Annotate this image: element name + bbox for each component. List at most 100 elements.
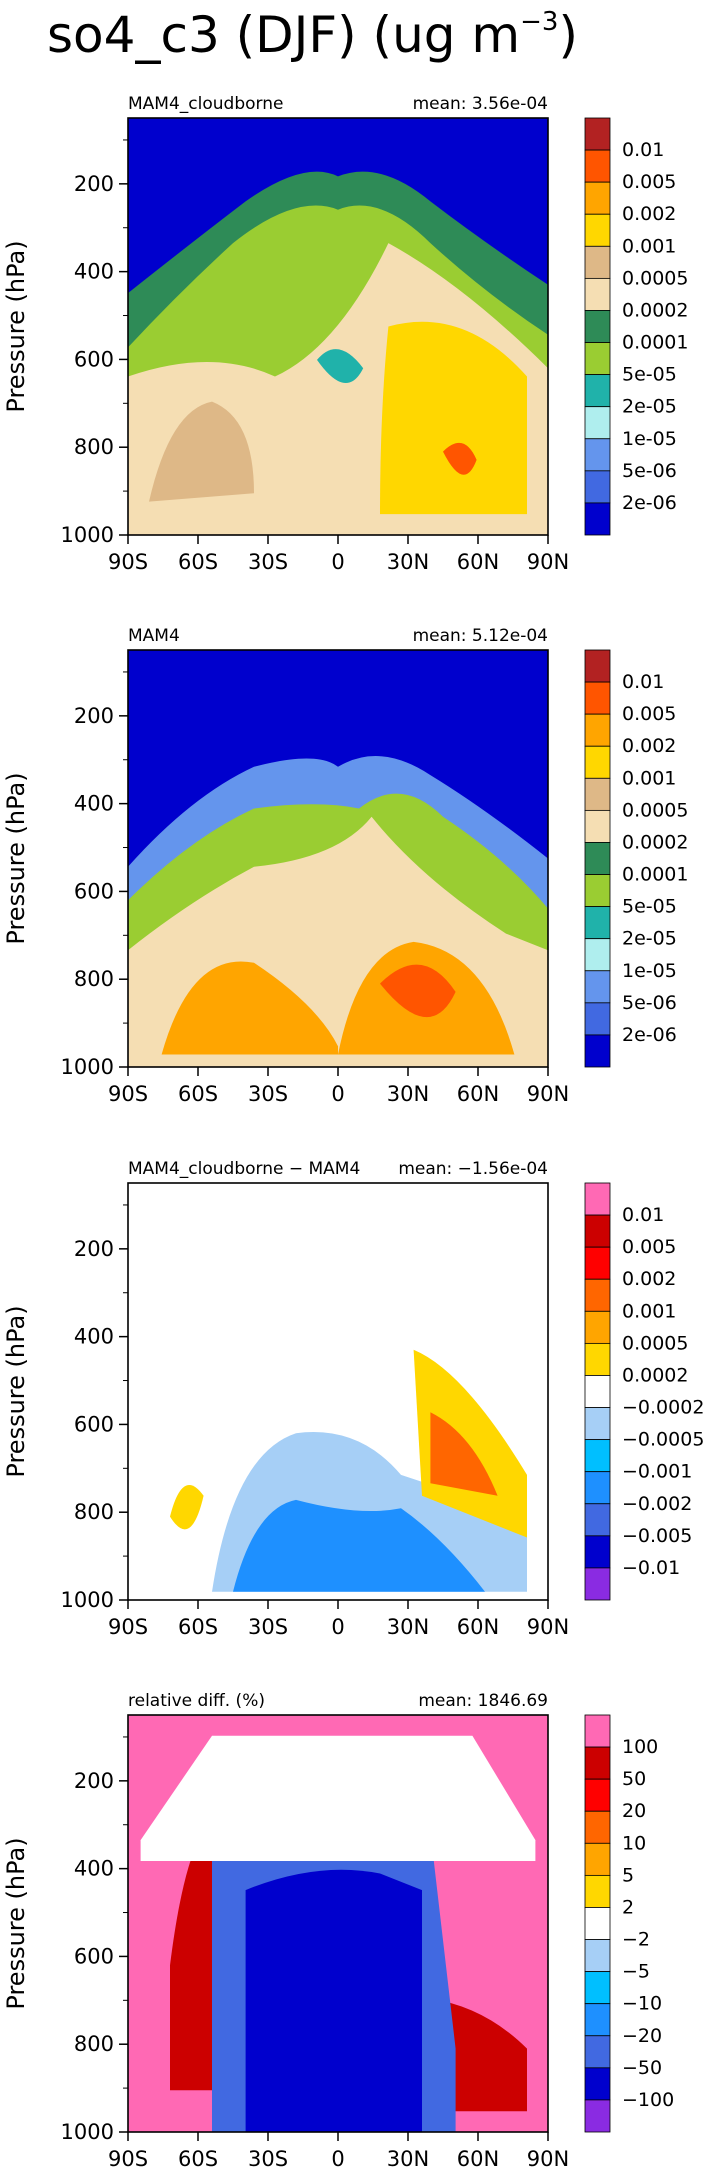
colorbar-swatch — [584, 713, 611, 747]
colorbar-label: −10 — [622, 1993, 662, 2015]
colorbar-swatch — [584, 1278, 611, 1312]
y-tick-label: 1000 — [61, 1588, 114, 1612]
colorbar-swatch — [584, 681, 611, 715]
panel-title-left: MAM4 — [128, 626, 180, 646]
colorbar-label: 5e-06 — [622, 460, 677, 482]
colorbar-swatch — [584, 1342, 611, 1376]
x-tick-label: 90N — [527, 550, 569, 574]
x-tick-label: 90S — [108, 1615, 148, 1639]
colorbar-swatch — [584, 342, 611, 376]
x-tick-label: 30S — [248, 2147, 288, 2171]
panel-title-right: mean: −1.56e-04 — [398, 1159, 548, 1179]
y-tick-label: 600 — [74, 347, 114, 371]
x-tick-label: 60N — [457, 550, 499, 574]
x-tick-label: 90N — [527, 2147, 569, 2171]
colorbar-swatch — [584, 2003, 611, 2037]
x-tick-label: 30S — [248, 1615, 288, 1639]
colorbar-swatch — [584, 245, 611, 279]
y-axis-label: Pressure (hPa) — [2, 240, 30, 412]
colorbar-swatch — [584, 970, 611, 1004]
colorbar-swatch — [584, 809, 611, 843]
contour-fill-group — [140, 1735, 536, 2132]
x-tick-label: 90N — [527, 1082, 569, 1106]
y-tick-label: 600 — [74, 1944, 114, 1968]
contour-fill-group — [128, 171, 548, 535]
colorbar-label: 0.001 — [622, 235, 676, 257]
y-tick-label: 200 — [74, 1769, 114, 1793]
colorbar-label: 0.005 — [622, 1236, 676, 1258]
colorbar-swatch — [584, 1471, 611, 1505]
colorbar-swatch — [584, 649, 611, 683]
colorbar-swatch — [584, 502, 611, 536]
figure-title-close: ) — [558, 6, 578, 64]
panel-title-left: MAM4_cloudborne − MAM4 — [128, 1159, 360, 1179]
colorbar-swatch — [584, 1310, 611, 1344]
colorbar-swatch — [584, 874, 611, 908]
colorbar-label: 0.005 — [622, 703, 676, 725]
y-axis-label: Pressure (hPa) — [2, 1837, 30, 2009]
x-tick-label: 60S — [178, 1615, 218, 1639]
colorbar-swatch — [584, 406, 611, 440]
colorbar-swatch — [584, 2099, 611, 2133]
contour-region-4 — [430, 1412, 498, 1496]
chart-panel-4: relative diff. (%) mean: 1846.69200400600… — [2, 1691, 674, 2171]
colorbar-swatch — [584, 1375, 611, 1408]
contour-region-7 — [317, 349, 364, 384]
x-tick-label: 30S — [248, 1082, 288, 1106]
x-tick-label: 60N — [457, 2147, 499, 2171]
colorbar-label: 5e-05 — [622, 364, 677, 386]
colorbar-swatch — [584, 1034, 611, 1068]
x-tick-label: 30N — [387, 2147, 429, 2171]
colorbar-label: −0.002 — [622, 1493, 692, 1515]
colorbar-swatch — [584, 1778, 611, 1812]
figure-title: so4_c3 (DJF) (ug m−3) — [47, 6, 578, 64]
contour-region-6 — [443, 442, 477, 475]
chart-panel-1: MAM4_cloudborne mean: 3.56e-04 200 400 600 80… — [2, 94, 688, 574]
chart-panel-3: MAM4_cloudborne − MAM4 mean: −1.56e-04 200… — [2, 1159, 703, 1639]
colorbar-label: 5 — [622, 1864, 634, 1886]
colorbar-label: −2 — [622, 1929, 650, 1951]
x-tick-label: 0 — [331, 550, 344, 574]
colorbar-swatch — [584, 777, 611, 811]
colorbar-label: −5 — [622, 1961, 650, 1983]
colorbar-label: 0.002 — [622, 1268, 676, 1290]
y-tick-label: 800 — [74, 435, 114, 459]
contour-region-2 — [233, 1499, 485, 1592]
x-tick-label: 30S — [248, 550, 288, 574]
colorbar-label: −0.01 — [622, 1557, 680, 1579]
x-tick-label: 30N — [387, 550, 429, 574]
colorbar-swatch — [584, 1182, 611, 1216]
y-tick-label: 200 — [74, 172, 114, 196]
colorbar-label: −20 — [622, 2025, 662, 2047]
colorbar-label: 50 — [622, 1768, 646, 1790]
colorbar-label: 2e-05 — [622, 928, 677, 950]
colorbar-label: 10 — [622, 1832, 646, 1854]
colorbar-swatch — [584, 1907, 611, 1940]
colorbar-swatch — [584, 213, 611, 247]
colorbar-label: 0.01 — [622, 1204, 664, 1226]
colorbar-swatch — [584, 842, 611, 875]
figure-title-exponent: −3 — [520, 7, 558, 37]
y-tick-label: 800 — [74, 2032, 114, 2056]
x-tick-label: 60S — [178, 550, 218, 574]
colorbar-swatch — [584, 1939, 611, 1973]
panel-title-right: mean: 5.12e-04 — [413, 626, 548, 646]
contour-region-5 — [140, 1735, 536, 1861]
colorbar-label: 0.0002 — [622, 1364, 688, 1386]
colorbar-swatch — [584, 149, 611, 183]
colorbar-swatch — [584, 938, 611, 972]
colorbar-label: 2e-05 — [622, 396, 677, 418]
colorbar-label: 0.0005 — [622, 1332, 688, 1354]
colorbar-swatch — [584, 906, 611, 940]
colorbar-label: 1e-05 — [622, 960, 677, 982]
y-tick-label: 400 — [74, 792, 114, 816]
colorbar-swatch — [584, 1842, 611, 1876]
colorbar-label: 20 — [622, 1800, 646, 1822]
y-tick-label: 400 — [74, 1325, 114, 1349]
colorbar-label: −0.001 — [622, 1461, 692, 1483]
colorbar-label: 0.0001 — [622, 864, 688, 886]
y-tick-label: 1000 — [61, 523, 114, 547]
colorbar-label: 0.002 — [622, 203, 676, 225]
contour-region-4 — [161, 961, 338, 1055]
contour-region-5 — [380, 321, 527, 515]
